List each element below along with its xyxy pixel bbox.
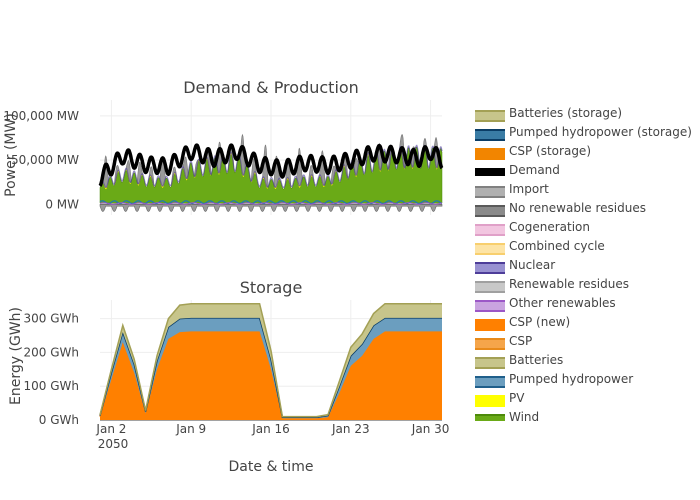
legend-label: No renewable residues xyxy=(509,201,646,215)
x-tick-label: Jan 16 xyxy=(251,422,290,436)
legend-item[interactable]: CSP (storage) xyxy=(470,143,698,162)
legend-label: Cogeneration xyxy=(509,220,590,234)
demand-production-title: Demand & Production xyxy=(183,78,359,97)
storage-stacked-areas xyxy=(99,302,442,420)
bottom-y-tick-label: 100 GWh xyxy=(24,379,80,393)
legend-item[interactable]: CSP (new) xyxy=(470,314,698,333)
legend-item[interactable]: CSP xyxy=(470,333,698,352)
hydro-line xyxy=(99,200,443,205)
x-tick-labels: Jan 2 Jan 9 Jan 16 Jan 23 Jan 30 xyxy=(95,422,449,436)
legend-swatch xyxy=(475,338,505,350)
legend-item[interactable]: Pumped hydropower xyxy=(470,371,698,390)
legend-item[interactable]: Batteries xyxy=(470,352,698,371)
bottom-y-axis-title: Energy (GWh) xyxy=(8,307,24,405)
legend-label: CSP xyxy=(509,334,533,348)
legend-swatch xyxy=(475,129,505,141)
legend-swatch xyxy=(475,300,505,312)
x-year-label: 2050 xyxy=(98,437,129,451)
legend-label: Renewable residues xyxy=(509,277,629,291)
top-y-tick-label: 100,000 MW xyxy=(3,109,79,123)
legend-item[interactable]: Batteries (storage) xyxy=(470,105,698,124)
legend-label: Import xyxy=(509,182,549,196)
legend-swatch xyxy=(475,148,505,160)
legend-item[interactable]: Other renewables xyxy=(470,295,698,314)
legend-swatch xyxy=(475,357,505,369)
top-y-axis-title: Power (MW) xyxy=(3,113,19,197)
x-tick-label: Jan 2 xyxy=(95,422,126,436)
storage-area xyxy=(100,331,442,420)
legend-swatch xyxy=(475,319,505,331)
legend-item[interactable]: Import xyxy=(470,181,698,200)
legend-swatch xyxy=(475,205,505,217)
legend-item[interactable]: Pumped hydropower (storage) xyxy=(470,124,698,143)
legend-label: Combined cycle xyxy=(509,239,605,253)
x-axis-title: Date & time xyxy=(229,459,314,475)
residues-area xyxy=(99,204,443,212)
legend-item[interactable]: Nuclear xyxy=(470,257,698,276)
legend-label: Wind xyxy=(509,410,540,421)
legend-label: Demand xyxy=(509,163,560,177)
bottom-y-tick-label: 200 GWh xyxy=(24,345,80,359)
storage-area xyxy=(100,317,442,419)
legend-label: Pumped hydropower (storage) xyxy=(509,125,692,139)
top-y-tick-label: 50,000 MW xyxy=(11,153,79,167)
storage-title: Storage xyxy=(240,278,303,297)
legend-label: Other renewables xyxy=(509,296,616,310)
legend: Batteries (storage) Pumped hydropower (st… xyxy=(470,105,698,421)
bottom-y-tick-labels: 0 GWh 100 GWh 200 GWh 300 GWh xyxy=(24,312,80,427)
storage-line xyxy=(99,302,442,418)
demand-production-panel: Demand & Production 0 MW 50,000 MW 100,000… xyxy=(3,78,444,215)
storage-panel: Storage 0 GWh 100 GWh 200 GWh 300 GWh Energ… xyxy=(8,278,449,475)
legend-item[interactable]: Combined cycle xyxy=(470,238,698,257)
demand-line xyxy=(98,143,444,187)
other-renewables-line xyxy=(99,202,443,205)
legend-swatch xyxy=(475,395,505,407)
x-tick-label: Jan 9 xyxy=(175,422,206,436)
top-y-tick-label: 0 MW xyxy=(45,197,79,211)
legend-swatch xyxy=(475,376,505,388)
legend-label: CSP (storage) xyxy=(509,144,591,158)
top-y-tick-labels: 0 MW 50,000 MW 100,000 MW xyxy=(3,109,79,211)
legend-label: Batteries xyxy=(509,353,564,367)
legend-item[interactable]: Cogeneration xyxy=(470,219,698,238)
legend-swatch xyxy=(475,243,505,255)
legend-swatch xyxy=(475,224,505,236)
legend-label: Nuclear xyxy=(509,258,556,272)
legend-swatch xyxy=(475,262,505,274)
storage-area xyxy=(100,303,442,418)
legend-swatch xyxy=(475,281,505,293)
bottom-y-tick-label: 300 GWh xyxy=(24,312,80,326)
legend-swatch xyxy=(475,186,505,198)
legend-item[interactable]: Wind xyxy=(470,409,698,421)
legend-swatch xyxy=(475,110,505,122)
bottom-y-tick-label: 0 GWh xyxy=(39,413,79,427)
legend-item[interactable]: PV xyxy=(470,390,698,409)
legend-swatch xyxy=(475,168,505,176)
legend-item[interactable]: No renewable residues xyxy=(470,200,698,219)
legend-label: Batteries (storage) xyxy=(509,106,623,120)
legend-item[interactable]: Demand xyxy=(470,162,698,181)
nuclear-line xyxy=(99,144,443,189)
legend-label: Pumped hydropower xyxy=(509,372,634,386)
legend-item[interactable]: Renewable residues xyxy=(470,276,698,295)
legend-label: CSP (new) xyxy=(509,315,571,329)
x-tick-label: Jan 30 xyxy=(411,422,450,436)
legend-swatch xyxy=(475,414,505,421)
x-tick-label: Jan 23 xyxy=(331,422,370,436)
top-stacked-areas xyxy=(98,133,444,212)
legend-label: PV xyxy=(509,391,525,405)
